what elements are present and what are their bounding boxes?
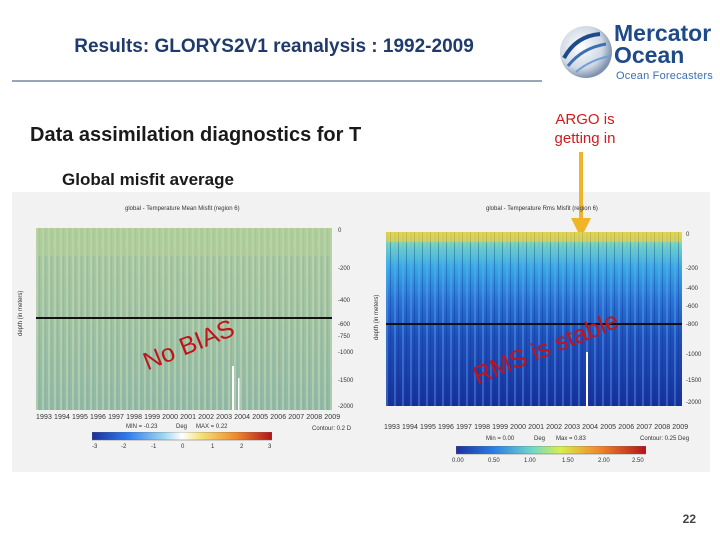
cb-tick: -1 — [151, 444, 157, 450]
cb-tick: 2.50 — [632, 458, 644, 464]
ytick: -2000 — [338, 404, 354, 410]
right-y-axis-label: depth (in meters) — [374, 294, 380, 340]
global-misfit-label: Global misfit average — [62, 170, 234, 189]
right-colorbar — [456, 446, 646, 455]
right-stat-min: Min = 0.00 — [486, 436, 515, 442]
argo-annotation: ARGO is getting in — [520, 110, 650, 148]
cb-tick: 3 — [268, 444, 272, 450]
mercator-ocean-logo: Mercator Ocean Ocean Forecasters — [556, 18, 716, 88]
ytick: 0 — [338, 228, 342, 234]
logo-tagline: Ocean Forecasters — [616, 70, 713, 82]
ytick: -1000 — [686, 352, 702, 358]
cb-tick: 0.50 — [488, 458, 500, 464]
cb-tick: 2 — [240, 444, 244, 450]
ytick: -600 — [338, 322, 351, 328]
section-subtitle: Data assimilation diagnostics for T — [30, 124, 362, 146]
ytick: -2000 — [686, 400, 702, 406]
cb-tick: 1.50 — [562, 458, 574, 464]
ytick: -1500 — [686, 378, 702, 384]
cb-tick: -3 — [92, 444, 98, 450]
left-contour-note: Contour: 0.2 D — [312, 426, 352, 432]
ytick: -1000 — [338, 350, 354, 356]
logo-name-line1: Mercator — [614, 20, 712, 46]
ytick: -400 — [338, 298, 351, 304]
left-misfit-heatmap — [36, 228, 332, 410]
ytick: -200 — [686, 266, 699, 272]
right-plot-title: global - Temperature Rms Misfit (region … — [486, 206, 598, 212]
argo-arrow-icon — [571, 152, 591, 238]
right-rms-heatmap — [386, 232, 682, 406]
right-contour-note: Contour: 0.25 Deg — [640, 436, 690, 442]
slide-title: Results: GLORYS2V1 reanalysis : 1992-200… — [74, 36, 474, 57]
ytick: -1500 — [338, 378, 354, 384]
right-x-ticks: 1993 1994 1995 1996 1997 1998 1999 2000 … — [384, 424, 689, 431]
ytick: -750 — [338, 334, 351, 340]
left-colorbar — [92, 432, 272, 441]
cb-tick: 0 — [181, 444, 185, 450]
left-x-ticks: 1993 1994 1995 1996 1997 1998 1999 2000 … — [36, 414, 341, 421]
argo-note-line1: ARGO is — [555, 111, 615, 128]
left-colorbar-unit: Deg — [176, 424, 188, 430]
left-plot-title: global - Temperature Mean Misfit (region… — [125, 206, 240, 212]
argo-note-line2: getting in — [554, 130, 616, 147]
right-colorbar-unit: Deg — [534, 436, 546, 442]
cb-tick: 1.00 — [524, 458, 536, 464]
ytick: -800 — [686, 322, 699, 328]
globe-icon — [560, 26, 612, 78]
page-number: 22 — [682, 512, 696, 526]
left-y-axis-label: depth (in meters) — [18, 290, 24, 336]
ytick: -400 — [686, 286, 699, 292]
right-stat-max: Max = 0.83 — [556, 436, 586, 442]
left-stat-min: MIN = -0.23 — [126, 424, 158, 430]
cb-tick: 1 — [211, 444, 215, 450]
ytick: -600 — [686, 304, 699, 310]
cb-tick: 2.00 — [598, 458, 610, 464]
title-divider — [12, 80, 542, 82]
logo-name-line2: Ocean — [614, 42, 685, 68]
ytick: 0 — [686, 232, 690, 238]
ytick: -200 — [338, 266, 351, 272]
left-stat-max: MAX = 0.22 — [196, 424, 228, 430]
logo-wordmark: Mercator Ocean — [614, 20, 712, 68]
cb-tick: -2 — [121, 444, 127, 450]
cb-tick: 0.00 — [452, 458, 464, 464]
